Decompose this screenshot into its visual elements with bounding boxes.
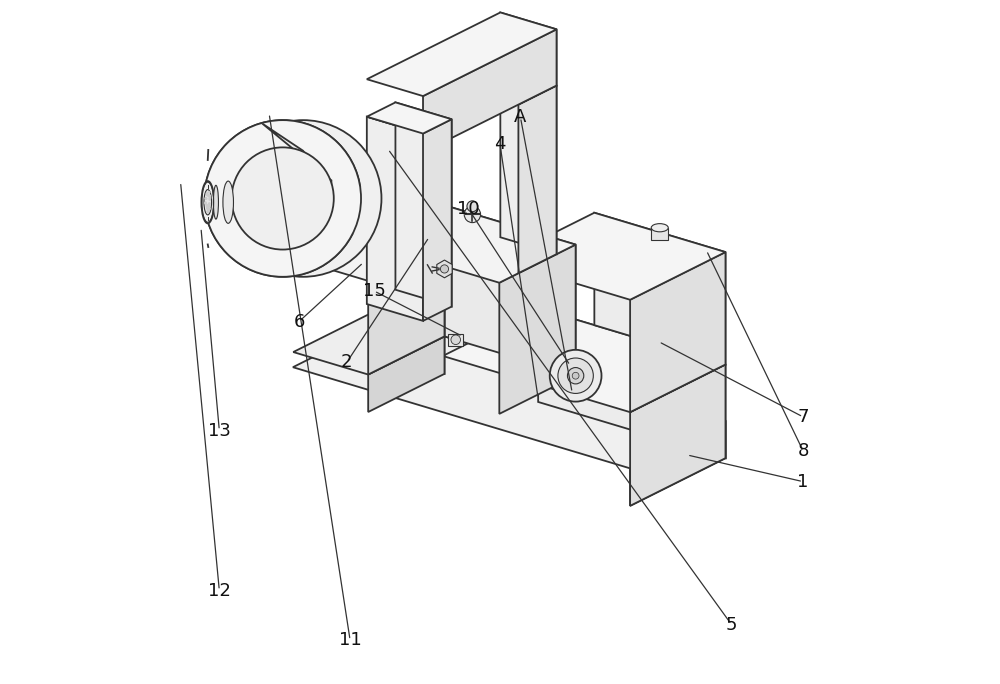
Circle shape xyxy=(206,211,209,213)
Polygon shape xyxy=(293,314,444,375)
Circle shape xyxy=(208,194,211,197)
Polygon shape xyxy=(500,68,557,254)
Polygon shape xyxy=(462,68,557,105)
Circle shape xyxy=(208,202,211,205)
Circle shape xyxy=(207,194,210,197)
Circle shape xyxy=(467,201,478,212)
Circle shape xyxy=(232,147,334,250)
Circle shape xyxy=(207,209,210,211)
Ellipse shape xyxy=(223,181,233,224)
Polygon shape xyxy=(370,314,444,374)
Polygon shape xyxy=(370,220,444,337)
Text: 1: 1 xyxy=(797,473,809,490)
Polygon shape xyxy=(262,124,331,194)
Circle shape xyxy=(558,358,593,393)
Text: 12: 12 xyxy=(208,581,231,600)
Text: 15: 15 xyxy=(363,282,385,300)
Circle shape xyxy=(464,207,481,222)
Circle shape xyxy=(550,350,602,402)
Circle shape xyxy=(206,205,208,208)
Circle shape xyxy=(204,120,361,277)
Circle shape xyxy=(204,202,207,205)
Polygon shape xyxy=(388,319,725,458)
Polygon shape xyxy=(594,213,725,365)
Circle shape xyxy=(225,120,381,277)
Polygon shape xyxy=(367,103,452,133)
Circle shape xyxy=(205,197,208,200)
Polygon shape xyxy=(437,260,452,278)
Circle shape xyxy=(451,335,460,345)
Polygon shape xyxy=(368,337,444,412)
Polygon shape xyxy=(630,421,725,506)
Circle shape xyxy=(205,204,208,207)
Text: 10: 10 xyxy=(457,200,480,218)
Circle shape xyxy=(206,207,209,209)
Polygon shape xyxy=(204,120,360,277)
Circle shape xyxy=(208,207,211,210)
Text: 5: 5 xyxy=(726,616,737,633)
Circle shape xyxy=(440,265,449,273)
Polygon shape xyxy=(630,365,725,506)
Polygon shape xyxy=(651,228,668,240)
Text: 2: 2 xyxy=(341,354,352,371)
Polygon shape xyxy=(443,308,725,412)
Polygon shape xyxy=(499,245,576,414)
Circle shape xyxy=(204,197,207,200)
Circle shape xyxy=(208,204,211,207)
Circle shape xyxy=(567,367,584,384)
Circle shape xyxy=(208,205,210,207)
Circle shape xyxy=(572,372,579,379)
Ellipse shape xyxy=(213,185,218,219)
Circle shape xyxy=(204,201,207,204)
Ellipse shape xyxy=(651,224,668,232)
Circle shape xyxy=(207,210,209,213)
Polygon shape xyxy=(367,12,557,96)
Polygon shape xyxy=(500,12,557,86)
Circle shape xyxy=(206,207,209,210)
Text: 7: 7 xyxy=(797,408,809,426)
Circle shape xyxy=(208,195,211,198)
Text: 8: 8 xyxy=(797,442,809,460)
Text: 6: 6 xyxy=(293,313,305,330)
Polygon shape xyxy=(444,205,576,376)
Circle shape xyxy=(206,194,209,196)
Polygon shape xyxy=(367,117,423,133)
Polygon shape xyxy=(293,220,444,281)
Ellipse shape xyxy=(201,181,214,224)
Polygon shape xyxy=(630,252,725,412)
Polygon shape xyxy=(499,213,725,300)
Text: 13: 13 xyxy=(208,421,231,440)
Text: 11: 11 xyxy=(339,631,362,649)
Circle shape xyxy=(206,192,208,194)
Polygon shape xyxy=(538,308,725,458)
Polygon shape xyxy=(368,205,576,282)
Circle shape xyxy=(208,198,211,201)
Polygon shape xyxy=(518,86,557,273)
Text: A: A xyxy=(514,108,527,126)
Polygon shape xyxy=(448,334,463,346)
Polygon shape xyxy=(293,319,725,469)
Polygon shape xyxy=(423,119,452,321)
Polygon shape xyxy=(367,117,423,321)
Circle shape xyxy=(209,197,211,200)
Polygon shape xyxy=(395,103,452,306)
Circle shape xyxy=(208,191,211,194)
Ellipse shape xyxy=(204,189,212,215)
Polygon shape xyxy=(368,243,444,375)
Text: 4: 4 xyxy=(494,135,506,153)
Polygon shape xyxy=(423,29,557,153)
